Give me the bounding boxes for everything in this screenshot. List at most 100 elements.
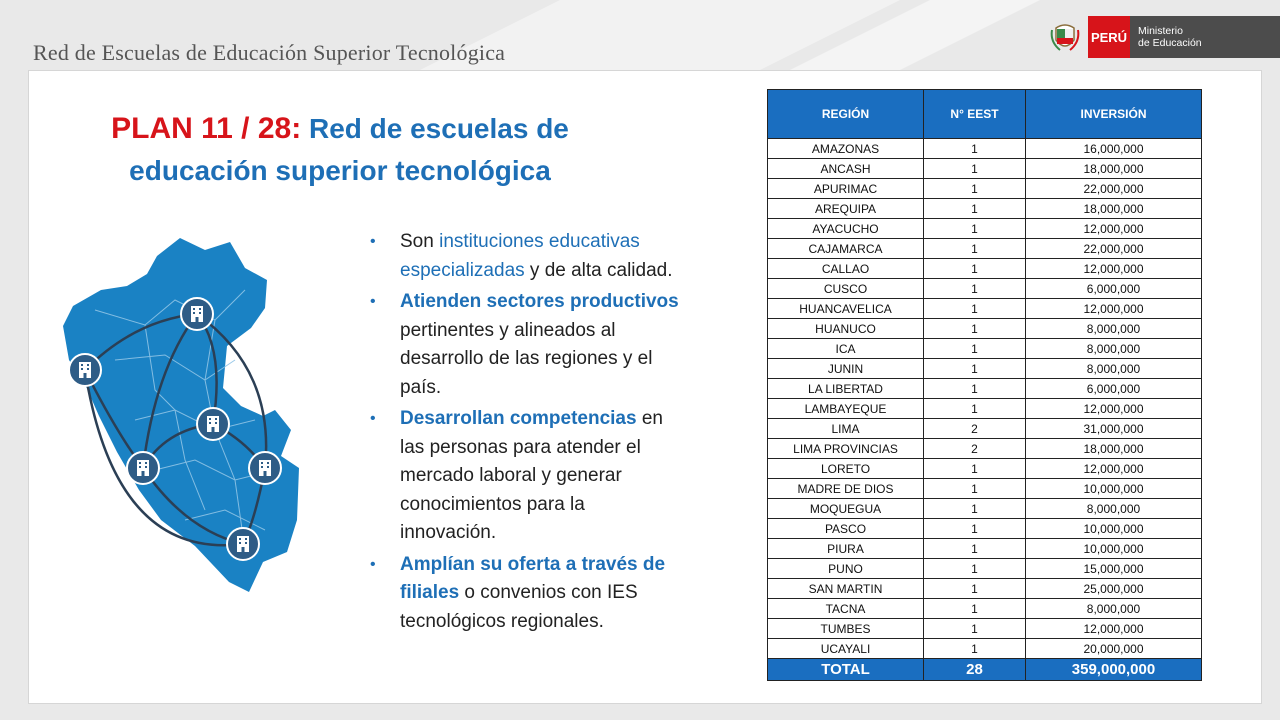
cell-investment: 10,000,000 — [1025, 518, 1202, 539]
cell-investment: 25,000,000 — [1025, 578, 1202, 599]
table-row: PASCO 1 10,000,000 — [767, 518, 1202, 539]
bullet-item: • Amplían su oferta a través de filiales… — [370, 551, 682, 637]
cell-region: PUNO — [767, 558, 924, 579]
header-investment: INVERSIÓN — [1025, 89, 1202, 139]
cell-investment: 12,000,000 — [1025, 218, 1202, 239]
header-region: REGIÓN — [767, 89, 924, 139]
total-label: TOTAL — [767, 658, 924, 681]
peru-silhouette — [63, 238, 299, 592]
cell-count: 1 — [923, 358, 1026, 379]
table-row: LA LIBERTAD 1 6,000,000 — [767, 378, 1202, 399]
cell-count: 2 — [923, 438, 1026, 459]
plan-title-line-1: Red de escuelas de — [308, 113, 569, 144]
cell-investment: 12,000,000 — [1025, 258, 1202, 279]
bullet-item: • Atienden sectores productivos pertinen… — [370, 288, 682, 402]
bullet-dot-icon: • — [370, 293, 376, 310]
cell-region: LAMBAYEQUE — [767, 398, 924, 419]
cell-count: 1 — [923, 518, 1026, 539]
table-row: AMAZONAS 1 16,000,000 — [767, 138, 1202, 159]
cell-investment: 12,000,000 — [1025, 298, 1202, 319]
school-building-icon — [248, 451, 282, 485]
ministry-label: Ministerio de Educación — [1130, 16, 1280, 58]
cell-region: APURIMAC — [767, 178, 924, 199]
cell-count: 1 — [923, 338, 1026, 359]
cell-region: MADRE DE DIOS — [767, 478, 924, 499]
cell-count: 1 — [923, 598, 1026, 619]
bullet-dot-icon: • — [370, 555, 376, 573]
cell-region: JUNIN — [767, 358, 924, 379]
cell-region: SAN MARTIN — [767, 578, 924, 599]
header-title: Red de Escuelas de Educación Superior Te… — [33, 40, 506, 65]
plan-title-line-2: educación superior tecnológica — [129, 155, 551, 186]
cell-region: HUANCAVELICA — [767, 298, 924, 319]
cell-region: ICA — [767, 338, 924, 359]
table-row: LAMBAYEQUE 1 12,000,000 — [767, 398, 1202, 419]
cell-region: AYACUCHO — [767, 218, 924, 239]
ministry-line-2: de Educación — [1138, 37, 1202, 49]
cell-count: 1 — [923, 378, 1026, 399]
cell-region: AMAZONAS — [767, 138, 924, 159]
cell-count: 1 — [923, 538, 1026, 559]
school-building-icon — [226, 527, 260, 561]
table-row: CUSCO 1 6,000,000 — [767, 278, 1202, 299]
cell-region: PIURA — [767, 538, 924, 559]
cell-investment: 10,000,000 — [1025, 478, 1202, 499]
bullet-item: • Desarrollan competencias en las person… — [370, 405, 682, 548]
table-row: CALLAO 1 12,000,000 — [767, 258, 1202, 279]
cell-count: 1 — [923, 458, 1026, 479]
cell-count: 1 — [923, 498, 1026, 519]
table-row: JUNIN 1 8,000,000 — [767, 358, 1202, 379]
cell-count: 1 — [923, 578, 1026, 599]
cell-investment: 18,000,000 — [1025, 438, 1202, 459]
cell-investment: 18,000,000 — [1025, 198, 1202, 219]
cell-investment: 8,000,000 — [1025, 498, 1202, 519]
table-row: AREQUIPA 1 18,000,000 — [767, 198, 1202, 219]
cell-count: 1 — [923, 638, 1026, 659]
cell-investment: 8,000,000 — [1025, 598, 1202, 619]
total-count: 28 — [923, 658, 1026, 681]
cell-investment: 15,000,000 — [1025, 558, 1202, 579]
cell-count: 1 — [923, 618, 1026, 639]
cell-region: AREQUIPA — [767, 198, 924, 219]
table-row: LIMA PROVINCIAS 2 18,000,000 — [767, 438, 1202, 459]
cell-investment: 22,000,000 — [1025, 238, 1202, 259]
cell-region: UCAYALI — [767, 638, 924, 659]
cell-count: 1 — [923, 138, 1026, 159]
header-count: N° EEST — [923, 89, 1026, 139]
cell-count: 1 — [923, 158, 1026, 179]
cell-count: 1 — [923, 258, 1026, 279]
cell-investment: 10,000,000 — [1025, 538, 1202, 559]
bullet-item: • Son instituciones educativas especiali… — [370, 228, 682, 285]
table-row: LIMA 2 31,000,000 — [767, 418, 1202, 439]
cell-region: TUMBES — [767, 618, 924, 639]
ministry-logo: PERÚ Ministerio de Educación — [1050, 16, 1280, 58]
cell-investment: 31,000,000 — [1025, 418, 1202, 439]
table-row: HUANUCO 1 8,000,000 — [767, 318, 1202, 339]
cell-investment: 12,000,000 — [1025, 618, 1202, 639]
cell-investment: 20,000,000 — [1025, 638, 1202, 659]
cell-count: 1 — [923, 238, 1026, 259]
table-row: ANCASH 1 18,000,000 — [767, 158, 1202, 179]
cell-region: HUANUCO — [767, 318, 924, 339]
cell-investment: 22,000,000 — [1025, 178, 1202, 199]
table-row: ICA 1 8,000,000 — [767, 338, 1202, 359]
cell-count: 1 — [923, 198, 1026, 219]
peru-map — [63, 238, 299, 592]
cell-investment: 18,000,000 — [1025, 158, 1202, 179]
school-building-icon — [126, 451, 160, 485]
cell-investment: 8,000,000 — [1025, 338, 1202, 359]
bullet-list: • Son instituciones educativas especiali… — [370, 228, 682, 639]
table-total-row: TOTAL 28 359,000,000 — [767, 658, 1202, 681]
bullet-dot-icon: • — [370, 233, 376, 250]
cell-count: 1 — [923, 558, 1026, 579]
cell-region: MOQUEGUA — [767, 498, 924, 519]
cell-region: LIMA PROVINCIAS — [767, 438, 924, 459]
investment-table: REGIÓN N° EEST INVERSIÓN AMAZONAS 1 16,000… — [767, 89, 1202, 681]
table-row: LORETO 1 12,000,000 — [767, 458, 1202, 479]
cell-count: 1 — [923, 398, 1026, 419]
coat-of-arms-icon — [1050, 24, 1080, 51]
cell-region: ANCASH — [767, 158, 924, 179]
cell-count: 1 — [923, 218, 1026, 239]
cell-investment: 12,000,000 — [1025, 398, 1202, 419]
cell-investment: 6,000,000 — [1025, 278, 1202, 299]
